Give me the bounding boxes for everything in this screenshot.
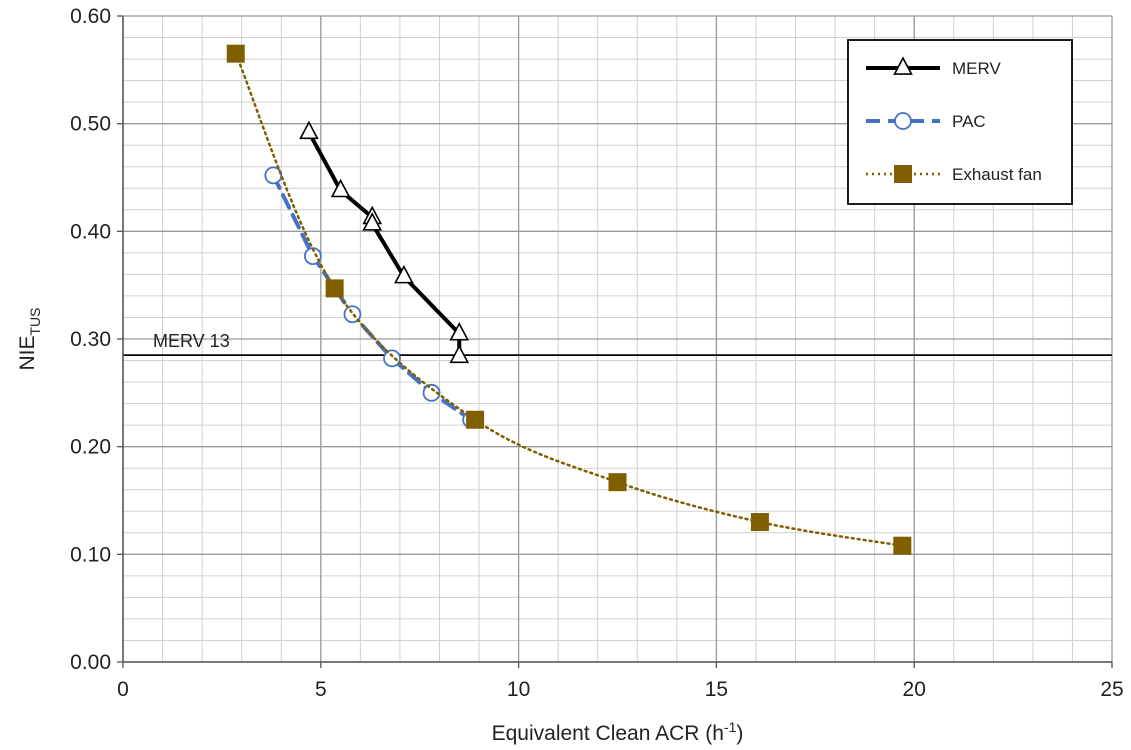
data-point	[608, 473, 627, 492]
x-axis-title-close: )	[736, 722, 743, 745]
y-tick-label: 0.00	[70, 651, 111, 674]
legend-item-merv: MERV	[866, 56, 1001, 78]
legend-label: Exhaust fan	[952, 165, 1042, 184]
data-point	[325, 279, 344, 298]
x-axis-title-sup: -1	[724, 719, 737, 735]
x-axis-title-main: Equivalent Clean ACR (h	[492, 722, 724, 745]
data-point	[394, 264, 414, 284]
data-point	[343, 305, 362, 324]
y-axis-title-sub: TUS	[27, 307, 43, 335]
y-tick-label: 0.30	[70, 328, 111, 351]
series-group	[226, 44, 912, 555]
data-point	[422, 383, 441, 402]
reference-line-group: MERV 13	[123, 331, 1112, 357]
y-tick-label: 0.60	[70, 5, 111, 28]
series-line	[234, 52, 904, 547]
x-tick-label: 25	[1100, 678, 1123, 701]
data-point	[362, 212, 383, 231]
legend-marker	[894, 165, 912, 183]
legend-label: PAC	[952, 112, 986, 131]
y-tick-labels: 0.00 0.10 0.20 0.30 0.40 0.50 0.60	[70, 5, 123, 674]
x-tick-label: 20	[903, 678, 926, 701]
y-axis-title-main: NIE	[16, 335, 39, 370]
merv13-reference-label: MERV 13	[153, 331, 230, 351]
x-tick-label: 10	[507, 678, 530, 701]
legend-label: MERV	[952, 59, 1001, 78]
data-point	[893, 536, 912, 555]
legend-item-exhaust-fan: Exhaust fan	[866, 165, 1042, 184]
y-tick-label: 0.50	[70, 113, 111, 136]
data-point	[299, 120, 319, 140]
legend-marker	[894, 112, 912, 130]
legend-item-pac: PAC	[866, 112, 986, 131]
data-point	[449, 344, 470, 364]
y-tick-label: 0.10	[70, 543, 111, 566]
data-point	[750, 513, 769, 532]
data-point	[449, 321, 470, 341]
x-tick-label: 0	[117, 678, 129, 701]
y-tick-label: 0.40	[70, 220, 111, 243]
series-line	[306, 130, 462, 359]
x-axis-title: Equivalent Clean ACR (h-1)	[492, 719, 744, 745]
x-tick-labels: 0 5 10 15 20 25	[117, 662, 1124, 701]
data-point	[226, 44, 245, 63]
x-tick-label: 15	[705, 678, 728, 701]
data-point	[264, 166, 283, 185]
x-tick-label: 5	[315, 678, 327, 701]
y-tick-label: 0.20	[70, 436, 111, 459]
legend: MERV PAC Exhaust fan	[847, 39, 1073, 205]
data-point	[383, 349, 401, 368]
data-point	[330, 178, 351, 198]
data-point	[466, 410, 485, 429]
series-exhaust-fan	[226, 44, 912, 555]
legend-marker	[893, 56, 913, 75]
y-axis-title: NIETUS	[16, 307, 43, 370]
series-merv	[299, 120, 470, 364]
